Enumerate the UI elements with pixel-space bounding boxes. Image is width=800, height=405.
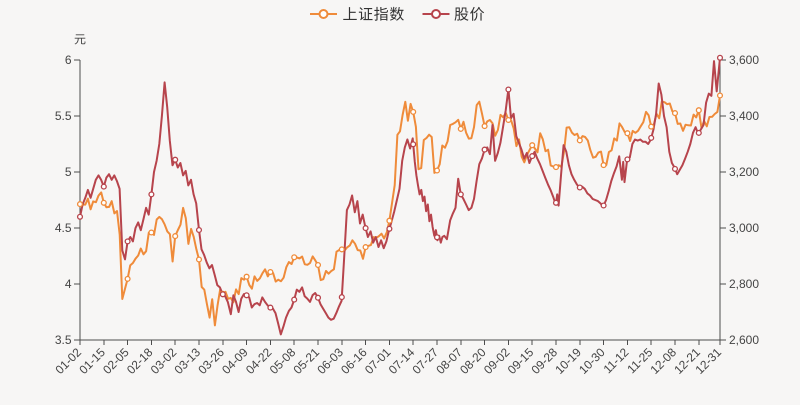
svg-text:4.5: 4.5 xyxy=(55,221,72,235)
svg-text:04-22: 04-22 xyxy=(243,345,275,377)
svg-text:09-28: 09-28 xyxy=(529,345,561,377)
svg-text:10-30: 10-30 xyxy=(576,345,608,377)
svg-text:02-05: 02-05 xyxy=(100,345,132,377)
svg-text:06-16: 06-16 xyxy=(338,345,370,377)
svg-text:3.5: 3.5 xyxy=(55,333,72,347)
svg-text:10-19: 10-19 xyxy=(552,345,584,377)
svg-text:05-21: 05-21 xyxy=(291,345,323,377)
svg-text:03-02: 03-02 xyxy=(148,345,180,377)
svg-text:6: 6 xyxy=(65,53,72,67)
svg-text:03-13: 03-13 xyxy=(172,345,204,377)
svg-text:3,400: 3,400 xyxy=(729,109,759,123)
svg-text:08-20: 08-20 xyxy=(457,345,489,377)
svg-text:06-03: 06-03 xyxy=(314,345,346,377)
svg-text:5: 5 xyxy=(65,165,72,179)
svg-text:05-08: 05-08 xyxy=(267,345,299,377)
svg-text:08-07: 08-07 xyxy=(433,345,465,377)
svg-text:5.5: 5.5 xyxy=(55,109,72,123)
svg-text:07-27: 07-27 xyxy=(410,345,442,377)
svg-text:2,800: 2,800 xyxy=(729,277,759,291)
svg-text:3,000: 3,000 xyxy=(729,221,759,235)
svg-text:07-01: 07-01 xyxy=(362,345,394,377)
svg-text:4: 4 xyxy=(65,277,72,291)
svg-text:01-02: 01-02 xyxy=(53,345,85,377)
svg-text:04-09: 04-09 xyxy=(219,345,251,377)
svg-text:3,600: 3,600 xyxy=(729,53,759,67)
svg-text:01-15: 01-15 xyxy=(76,345,108,377)
svg-text:12-08: 12-08 xyxy=(648,345,680,377)
svg-text:03-26: 03-26 xyxy=(195,345,227,377)
svg-text:09-02: 09-02 xyxy=(481,345,513,377)
svg-text:2,600: 2,600 xyxy=(729,333,759,347)
svg-text:11-12: 11-12 xyxy=(601,345,632,376)
svg-text:07-14: 07-14 xyxy=(386,345,418,377)
svg-text:09-15: 09-15 xyxy=(505,345,537,377)
svg-text:3,200: 3,200 xyxy=(729,165,759,179)
svg-text:02-18: 02-18 xyxy=(124,345,156,377)
